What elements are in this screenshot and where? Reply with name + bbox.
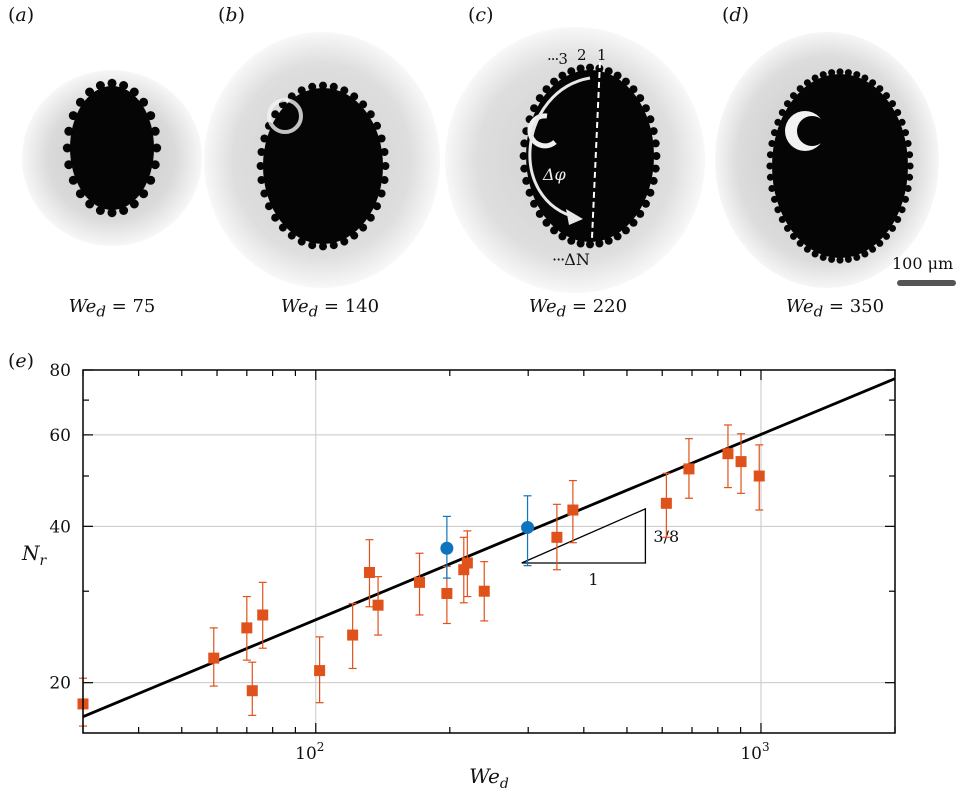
marker bbox=[521, 520, 535, 534]
fit-line-path bbox=[82, 377, 896, 718]
grid bbox=[83, 369, 895, 733]
arrow-head bbox=[566, 209, 583, 225]
data-point-circle bbox=[521, 495, 535, 567]
data-point-square bbox=[347, 602, 359, 670]
droplet-photo-b bbox=[204, 32, 440, 288]
panel-label-e: (e) bbox=[8, 350, 35, 372]
we-label-a: Wed = 75 bbox=[68, 296, 156, 321]
delta-n-label: ···ΔN bbox=[552, 250, 590, 269]
data-point-square bbox=[735, 433, 747, 494]
data-point-square bbox=[257, 581, 269, 649]
data-point-square bbox=[458, 536, 470, 604]
y-tick-label: 20 bbox=[49, 674, 71, 694]
photo-panels bbox=[22, 27, 956, 293]
panel-label-a: (a) bbox=[8, 4, 35, 26]
droplet-photo-d bbox=[715, 32, 939, 288]
ticks bbox=[82, 369, 896, 733]
data-point-square bbox=[551, 503, 563, 571]
data-point-square bbox=[363, 539, 375, 608]
data-point-square bbox=[314, 636, 326, 704]
droplet-photo-c bbox=[445, 27, 705, 293]
x-tick-label: 102 bbox=[295, 740, 324, 764]
marker bbox=[660, 497, 672, 509]
data-point-square bbox=[753, 444, 765, 511]
droplet-photo-a bbox=[22, 70, 202, 246]
tick-labels: 20 40 60 80 102 103 Wed Nr bbox=[21, 361, 770, 791]
data-point-square bbox=[683, 438, 695, 499]
panel-label-c: (c) bbox=[468, 4, 494, 26]
marker bbox=[314, 665, 326, 677]
marker bbox=[414, 576, 426, 588]
marker bbox=[257, 609, 269, 621]
data-point-circle bbox=[440, 515, 454, 579]
y-axis-label: Nr bbox=[21, 541, 48, 569]
marker bbox=[246, 685, 258, 697]
data-point-square bbox=[722, 424, 734, 489]
data-point-square bbox=[660, 472, 672, 538]
scale-bar-label: 100 μm bbox=[892, 254, 954, 273]
marker bbox=[478, 585, 490, 597]
marker bbox=[441, 587, 453, 599]
fit-line bbox=[82, 377, 896, 718]
data-point-square bbox=[208, 627, 220, 687]
plot-frame bbox=[82, 369, 896, 734]
delta-phi-arrow bbox=[528, 76, 591, 220]
slope-triangle: 3/81 bbox=[521, 507, 679, 589]
y-tick-label: 80 bbox=[49, 361, 71, 381]
x-axis-label: Wed bbox=[469, 764, 509, 791]
data-point-square bbox=[372, 576, 384, 636]
data-point-square bbox=[246, 661, 258, 716]
y-tick-label: 60 bbox=[49, 426, 71, 446]
slope-run-label: 1 bbox=[588, 570, 598, 589]
marker bbox=[372, 599, 384, 611]
data-point-square bbox=[478, 561, 490, 622]
marker bbox=[551, 531, 563, 543]
data-point-square bbox=[241, 595, 253, 661]
ring-label-3: ···3 bbox=[547, 50, 568, 68]
marker bbox=[208, 652, 220, 664]
data-point-square bbox=[414, 552, 426, 616]
y-tick-label: 40 bbox=[49, 517, 71, 537]
we-label-d: Wed = 350 bbox=[785, 296, 885, 321]
panel-label-d: (d) bbox=[722, 4, 750, 26]
marker bbox=[722, 448, 734, 460]
marker bbox=[735, 456, 747, 468]
ring-label-1: 1 bbox=[597, 46, 607, 64]
ring-label-2: 2 bbox=[577, 46, 587, 64]
marker bbox=[461, 557, 473, 569]
slope-triangle-path bbox=[521, 507, 647, 564]
marker bbox=[753, 470, 765, 482]
marker bbox=[458, 564, 470, 576]
marker bbox=[363, 566, 375, 578]
scale-bar bbox=[897, 280, 956, 286]
data-point-square bbox=[461, 530, 473, 598]
delta-phi-label: Δφ bbox=[543, 165, 566, 184]
marker bbox=[683, 463, 695, 475]
marker bbox=[440, 541, 454, 555]
we-label-c: Wed = 220 bbox=[528, 296, 628, 321]
x-tick-label: 103 bbox=[740, 740, 769, 764]
marker bbox=[241, 622, 253, 634]
panel-label-b: (b) bbox=[218, 4, 246, 26]
data-point-square bbox=[567, 479, 579, 544]
marker bbox=[567, 504, 579, 516]
data-points bbox=[77, 424, 765, 727]
we-label-b: Wed = 140 bbox=[280, 296, 380, 321]
marker bbox=[347, 629, 359, 641]
